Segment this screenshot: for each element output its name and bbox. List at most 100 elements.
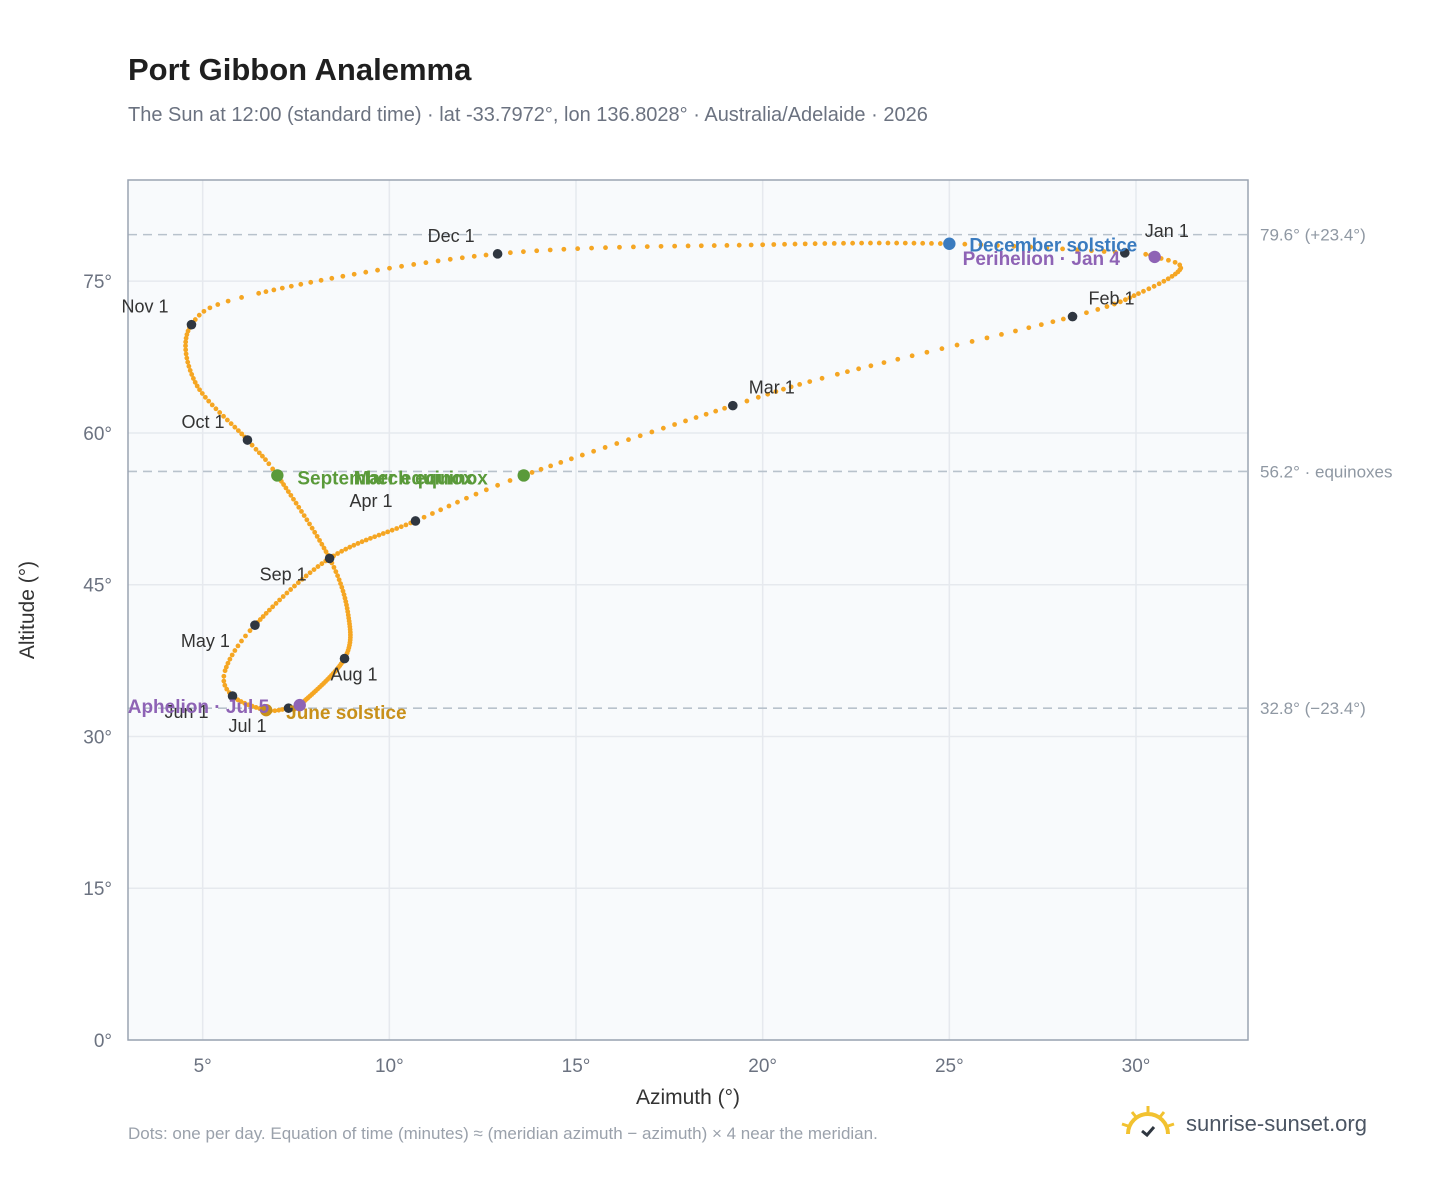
daily-sun-dot [387, 265, 392, 271]
daily-sun-dot [304, 517, 310, 523]
daily-sun-dot [222, 682, 228, 688]
daily-sun-dot [724, 242, 730, 248]
daily-sun-dot [819, 375, 825, 381]
daily-sun-dot [685, 243, 691, 249]
daily-sun-dot [438, 507, 444, 513]
daily-sun-dot [375, 267, 380, 273]
daily-sun-dot [1169, 273, 1175, 279]
daily-sun-dot [256, 450, 262, 456]
daily-sun-dot [213, 406, 219, 412]
event-label: December solstice [969, 236, 1137, 257]
daily-sun-dot [201, 308, 207, 314]
daily-sun-dot [339, 548, 345, 554]
daily-sun-dot [311, 567, 317, 573]
daily-sun-dot [232, 424, 238, 430]
daily-sun-dot [962, 241, 968, 247]
daily-sun-dot [894, 240, 900, 246]
daily-sun-dot [235, 643, 241, 649]
daily-sun-dot [1101, 249, 1107, 254]
month-marker [339, 653, 350, 664]
y-tick-label: 15° [83, 879, 112, 900]
daily-sun-dot [984, 335, 990, 341]
daily-sun-dot [331, 564, 337, 570]
daily-sun-dot [242, 700, 248, 706]
daily-sun-dot [773, 389, 779, 394]
daily-sun-dot [292, 583, 297, 589]
daily-sun-dot [1161, 278, 1167, 284]
daily-sun-dot [308, 279, 314, 285]
daily-sun-dot [192, 379, 198, 385]
daily-sun-dot [1038, 322, 1044, 328]
month-label: Jan 1 [1145, 221, 1189, 241]
daily-sun-dot [895, 356, 901, 362]
y-axis-label: Altitude (°) [16, 561, 39, 659]
daily-sun-dot [579, 452, 585, 458]
daily-sun-dot [788, 384, 794, 390]
daily-sun-dot [339, 584, 345, 590]
daily-sun-dot [534, 248, 540, 254]
daily-sun-dot [298, 281, 304, 287]
daily-sun-dot [1172, 259, 1178, 265]
daily-sun-dot [318, 277, 324, 283]
daily-sun-dot [238, 699, 244, 704]
daily-sun-dot [1136, 291, 1141, 296]
daily-sun-dot [924, 349, 930, 355]
x-tick-label: 30° [1122, 1056, 1151, 1077]
daily-sun-dot [368, 535, 373, 541]
daily-sun-dot [270, 604, 276, 610]
daily-sun-dot [221, 413, 226, 419]
daily-sun-dot [288, 283, 294, 289]
daily-sun-dot [207, 305, 213, 311]
daily-sun-dot [206, 398, 212, 404]
daily-sun-dot [969, 339, 975, 344]
daily-sun-dot [999, 331, 1004, 337]
daily-sun-dot [359, 539, 365, 545]
daily-sun-dot [1026, 325, 1032, 331]
daily-sun-dot [385, 529, 391, 535]
daily-sun-dot [314, 533, 320, 539]
daily-sun-dot [548, 463, 554, 469]
daily-sun-dot [301, 513, 307, 518]
daily-sun-dot [850, 240, 856, 246]
daily-sun-dot [285, 489, 291, 494]
brand-logo[interactable]: sunrise-sunset.org [1120, 1102, 1367, 1146]
daily-sun-dot [183, 351, 189, 357]
daily-sun-dot [1075, 247, 1080, 253]
month-marker [492, 249, 503, 259]
daily-sun-dot [293, 500, 299, 506]
footnote: Dots: one per day. Equation of time (min… [128, 1124, 878, 1143]
daily-sun-dot [277, 597, 283, 603]
daily-sun-dot [1060, 316, 1066, 322]
daily-sun-dot [187, 367, 193, 373]
daily-sun-dot [760, 242, 766, 248]
daily-sun-dot [658, 243, 664, 249]
daily-sun-dot [1095, 307, 1101, 312]
daily-sun-dot [447, 256, 453, 262]
daily-sun-dot [868, 363, 874, 369]
event-marker [271, 469, 284, 482]
daily-sun-dot [263, 289, 269, 295]
daily-sun-dot [459, 255, 465, 261]
month-label: Dec 1 [428, 226, 475, 246]
daily-sun-dot [239, 295, 244, 300]
daily-sun-dot [225, 660, 231, 666]
month-label: Oct 1 [181, 412, 224, 432]
daily-sun-dot [215, 302, 221, 307]
daily-sun-dot [765, 391, 771, 397]
month-label: Apr 1 [349, 491, 392, 511]
daily-sun-dot [329, 275, 335, 281]
daily-sun-dot [224, 417, 230, 423]
daily-sun-dot [291, 496, 296, 502]
daily-sun-dot [335, 551, 341, 556]
daily-sun-dot [403, 522, 409, 528]
daily-sun-dot [978, 242, 984, 248]
daily-sun-dot [228, 421, 234, 427]
event-label: June solstice [286, 703, 406, 724]
daily-sun-dot [190, 376, 196, 381]
daily-sun-dot [1044, 245, 1050, 251]
daily-sun-dot [183, 339, 189, 345]
daily-sun-dot [703, 411, 709, 417]
daily-sun-dot [1111, 301, 1117, 307]
daily-sun-dot [591, 448, 597, 454]
daily-sun-dot [617, 244, 622, 250]
